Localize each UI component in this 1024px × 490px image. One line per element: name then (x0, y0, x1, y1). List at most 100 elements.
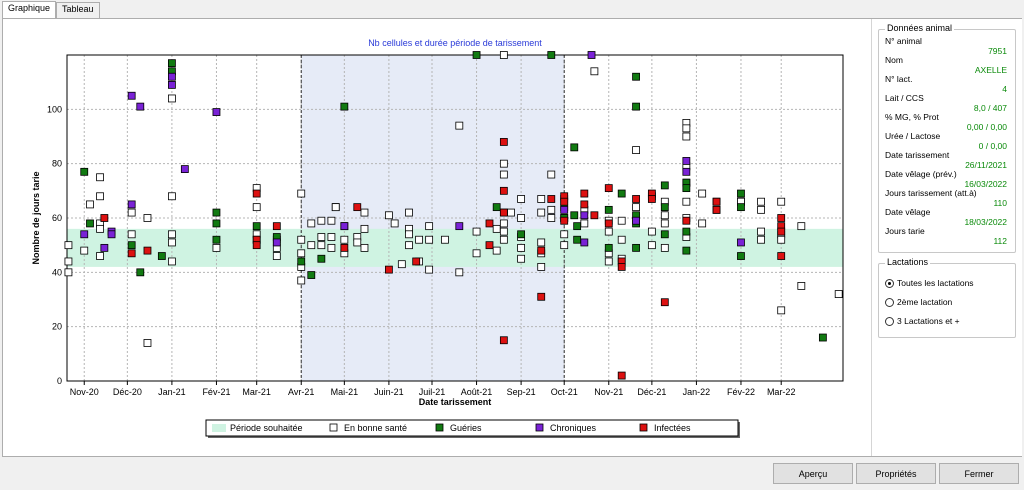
data-point-cured (682, 184, 691, 193)
data-point-healthy (698, 219, 707, 228)
data-point-infected (485, 219, 494, 228)
data-point-healthy (327, 243, 336, 252)
data-point-healthy (547, 170, 556, 179)
data-point-chronic (212, 108, 221, 116)
legend-swatch-healthy (329, 423, 338, 432)
data-point-healthy (547, 205, 556, 214)
data-point-cured (212, 208, 221, 217)
radio-2nd-lactation[interactable]: 2ème lactation (885, 297, 952, 307)
data-point-infected (340, 243, 349, 252)
data-point-healthy (580, 219, 589, 228)
data-point-healthy (604, 227, 613, 236)
data-point-healthy (499, 227, 508, 236)
data-point-infected (499, 138, 508, 146)
data-point-healthy (660, 219, 669, 228)
data-point-infected (660, 298, 669, 307)
x-tick-label: Avr-21 (288, 387, 314, 397)
data-point-infected (560, 197, 569, 206)
tab-graphique[interactable]: Graphique (2, 1, 57, 20)
animal-field-label: N° lact. (885, 74, 913, 84)
data-point-healthy (96, 224, 104, 233)
data-point-cured (212, 219, 221, 228)
data-point-healthy (307, 241, 316, 250)
data-point-infected (127, 249, 136, 258)
y-tick-label: 60 (52, 213, 62, 223)
data-point-healthy (425, 235, 434, 244)
legend-box (205, 419, 739, 437)
data-point-healthy (777, 197, 786, 206)
data-point-chronic (180, 165, 189, 174)
apercu-button[interactable]: Aperçu (773, 463, 853, 484)
chart-title: Nb cellules et durée période de tarissem… (368, 38, 542, 48)
radio-circle (885, 278, 894, 288)
data-point-chronic (127, 91, 136, 100)
data-point-cured (660, 230, 669, 239)
data-point-healthy (507, 208, 515, 217)
legend-label-chronic: Chroniques (550, 423, 597, 433)
data-point-cured (80, 167, 89, 176)
data-point-healthy (143, 214, 152, 222)
data-point-healthy (797, 222, 806, 231)
animal-data-title: Données animal (885, 23, 955, 33)
animal-field-value: 18/03/2022 (964, 217, 1007, 227)
data-point-healthy (632, 146, 640, 154)
data-point-infected (604, 184, 613, 193)
data-point-chronic (80, 230, 89, 239)
data-point-infected (682, 216, 691, 225)
x-tick-label: Sep-21 (507, 387, 536, 397)
data-point-healthy (272, 252, 281, 260)
data-point-healthy (834, 290, 843, 298)
data-point-healthy (96, 192, 104, 201)
data-point-healthy (757, 197, 765, 206)
data-point-healthy (517, 195, 526, 203)
data-point-infected (604, 219, 613, 228)
data-point-healthy (297, 235, 306, 244)
data-point-healthy (617, 216, 626, 225)
data-point-chronic (632, 216, 640, 225)
data-point-cured (737, 203, 745, 212)
radio-all-lactations[interactable]: Toutes les lactations (885, 278, 974, 288)
y-tick-label: 0 (57, 376, 62, 386)
x-tick-label: Déc-20 (113, 387, 142, 397)
radio-circle (885, 297, 894, 307)
x-tick-label: Fév-22 (727, 387, 755, 397)
data-point-infected (617, 262, 626, 271)
data-point-infected (712, 197, 721, 206)
data-point-infected (537, 246, 546, 255)
data-point-cured (297, 257, 306, 266)
animal-field-label: Date tarissement (885, 150, 950, 160)
data-point-cured (660, 203, 669, 212)
radio-3-lactations[interactable]: 3 Lactations et + (885, 316, 960, 326)
x-tick-label: Juil-21 (419, 387, 446, 397)
x-axis-label: Date tarissement (419, 397, 492, 407)
data-point-healthy (405, 230, 413, 239)
y-tick-label: 20 (52, 322, 62, 332)
scatter-chart: 0 20 40 60 80 100 Nov-20 Déc-20 Jan-21 Fév-21 Mar-… (31, 38, 844, 438)
y-axis-label: Nombre de jours tarie (31, 171, 41, 264)
tab-tableau[interactable]: Tableau (56, 2, 100, 18)
data-point-cured (573, 222, 582, 231)
data-point-healthy (647, 227, 656, 236)
desired-band (67, 228, 843, 267)
legend-swatch-cured (435, 423, 444, 432)
data-point-healthy (317, 241, 326, 250)
animal-field-value: 7951 (988, 46, 1007, 56)
animal-field-value: 110 (993, 198, 1007, 208)
fermer-button[interactable]: Fermer (939, 463, 1019, 484)
tab-bar: Graphique Tableau (2, 1, 100, 20)
data-point-healthy (96, 173, 104, 182)
data-point-healthy (405, 241, 413, 250)
data-point-cured (570, 143, 579, 152)
data-point-chronic (136, 102, 145, 111)
data-point-infected (537, 292, 546, 301)
animal-field-label: Urée / Lactose (885, 131, 941, 141)
data-point-healthy (297, 276, 306, 285)
x-tick-label: Mar-21 (242, 387, 271, 397)
animal-field-label: Nom (885, 55, 903, 65)
data-point-cured (547, 51, 556, 59)
data-point-cured (212, 235, 221, 244)
legend-label-healthy: En bonne santé (344, 423, 407, 433)
data-point-healthy (547, 214, 556, 222)
data-point-cured (472, 51, 481, 59)
proprietes-button[interactable]: Propriétés (856, 463, 936, 484)
